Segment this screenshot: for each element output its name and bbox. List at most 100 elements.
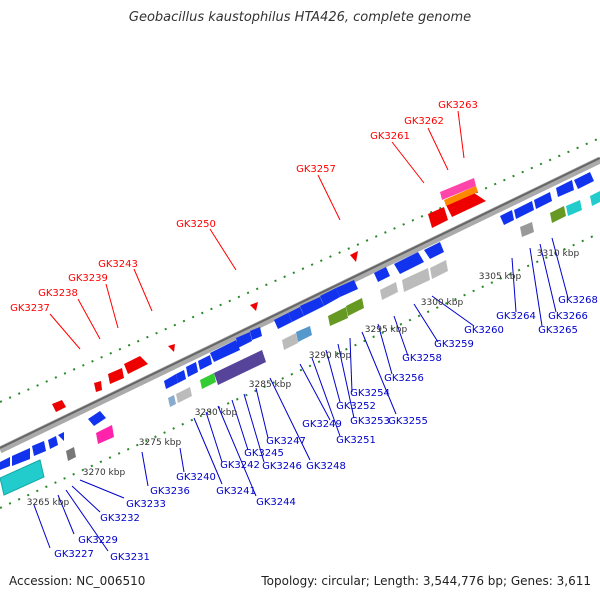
gene-glyph-gk3261b[interactable] [446, 193, 486, 217]
gene-glyph-gk3258[interactable] [374, 267, 390, 282]
gene-label-gk3243[interactable]: GK3243 [98, 259, 138, 270]
forward-gene-glyphs [52, 178, 486, 412]
gene-label-gk3241[interactable]: GK3241 [216, 486, 256, 497]
gene-label-gk3233[interactable]: GK3233 [126, 499, 166, 510]
gene-label-gk3254[interactable]: GK3254 [350, 388, 390, 399]
gene-glyph-gk3231[interactable] [32, 441, 46, 456]
gene-label-gk3246[interactable]: GK3246 [262, 461, 302, 472]
scale-label-3275: 3275 kbp [139, 438, 182, 448]
gene-label-gk3227[interactable]: GK3227 [54, 549, 94, 560]
reverse-leader-lines [33, 237, 569, 552]
gene-label-gk3250[interactable]: GK3250 [176, 219, 216, 230]
gene-label-gk3260[interactable]: GK3260 [464, 325, 504, 336]
grey-gene-e[interactable] [430, 260, 448, 279]
gene-glyph-gk3259[interactable] [394, 252, 424, 274]
gene-glyph-gk3233[interactable] [58, 432, 64, 441]
olive-gene-a[interactable] [328, 307, 348, 326]
olive-gene-c[interactable] [550, 206, 566, 223]
gene-label-gk3265[interactable]: GK3265 [538, 325, 578, 336]
gene-glyph-gk3243b[interactable] [124, 356, 148, 374]
gene-label-gk3261[interactable]: GK3261 [370, 131, 410, 142]
scale-label-3300: 3300 kbp [421, 298, 464, 308]
gene-label-gk3263[interactable]: GK3263 [438, 100, 478, 111]
grey-gene-b[interactable] [282, 333, 298, 350]
gene-label-gk3244[interactable]: GK3244 [256, 497, 296, 508]
gene-glyph-gk3241[interactable] [176, 370, 186, 383]
gene-glyph-gk3229[interactable] [12, 448, 30, 466]
cyan-gene-c[interactable] [590, 191, 600, 206]
gene-glyph-gk3268[interactable] [556, 180, 574, 197]
gene-glyph-gk3262[interactable] [440, 178, 476, 200]
grey-gene-small[interactable] [66, 447, 76, 461]
grey-gene-f[interactable] [520, 222, 534, 237]
gene-label-gk3237[interactable]: GK3237 [10, 303, 50, 314]
scale-label-3310: 3310 kbp [537, 249, 580, 259]
purple-gene-block[interactable] [214, 350, 266, 385]
gene-glyph-gk3242[interactable] [186, 362, 198, 377]
gene-label-gk3257[interactable]: GK3257 [296, 164, 336, 175]
gene-glyph-gk3257[interactable] [350, 251, 358, 262]
gene-glyph-gk3263[interactable] [444, 186, 478, 206]
gene-label-gk3262[interactable]: GK3262 [404, 116, 444, 127]
gene-glyph-gk3266[interactable] [534, 192, 552, 209]
olive-gene-b[interactable] [346, 298, 364, 316]
lightblue-gene-small[interactable] [168, 395, 176, 407]
gene-glyph-gk3243[interactable] [108, 368, 124, 384]
pink-gene[interactable] [96, 425, 114, 444]
grey-gene-d[interactable] [402, 268, 430, 292]
gene-label-gk3268[interactable]: GK3268 [558, 295, 598, 306]
gene-glyph-gk3240[interactable] [164, 374, 178, 389]
grey-gene-a[interactable] [176, 387, 192, 403]
genome-backbone-line [0, 157, 600, 449]
gene-label-gk3236[interactable]: GK3236 [150, 486, 190, 497]
gene-glyph-gk3251[interactable] [288, 307, 304, 322]
gene-glyph-gk3257a[interactable] [250, 302, 258, 311]
gene-label-gk3251[interactable]: GK3251 [336, 435, 376, 446]
gene-glyph-gk3265[interactable] [514, 201, 534, 219]
green-gene[interactable] [200, 373, 216, 389]
gene-label-gk3231[interactable]: GK3231 [110, 552, 150, 563]
gene-label-gk3258[interactable]: GK3258 [402, 353, 442, 364]
gene-label-gk3249[interactable]: GK3249 [302, 419, 342, 430]
forward-leader-lines [49, 110, 465, 350]
steelblue-gene[interactable] [296, 326, 312, 342]
gene-label-gk3264[interactable]: GK3264 [496, 311, 536, 322]
gene-glyph-gk3246[interactable] [236, 332, 252, 348]
gene-glyph-gk3244[interactable] [198, 355, 212, 370]
gene-glyph-gk3245[interactable] [210, 340, 240, 362]
gene-glyph-gk3236[interactable] [88, 411, 106, 426]
gene-glyph-gk3260[interactable] [424, 242, 444, 259]
gene-label-gk3255[interactable]: GK3255 [388, 416, 428, 427]
gene-glyph-gk3227[interactable] [0, 457, 10, 470]
gene-label-gk3239[interactable]: GK3239 [68, 273, 108, 284]
gene-glyph-gk3232[interactable] [48, 436, 58, 449]
gene-label-gk3245[interactable]: GK3245 [244, 448, 284, 459]
gene-glyph-gk3261[interactable] [428, 207, 448, 228]
gene-label-gk3259[interactable]: GK3259 [434, 339, 474, 350]
gene-glyph-gk3239[interactable] [94, 381, 102, 392]
gene-glyph-gk3253[interactable] [320, 288, 340, 306]
gene-glyph-gk3250[interactable] [168, 344, 175, 352]
gene-label-gk3252[interactable]: GK3252 [336, 401, 376, 412]
gene-label-gk3253[interactable]: GK3253 [350, 416, 390, 427]
gene-label-gk3256[interactable]: GK3256 [384, 373, 424, 384]
gene-label-gk3240[interactable]: GK3240 [176, 472, 216, 483]
scale-label-3305: 3305 kbp [479, 272, 522, 282]
gene-glyph-gk3268b[interactable] [574, 172, 594, 189]
gene-label-gk3232[interactable]: GK3232 [100, 513, 140, 524]
cyan-gene-b[interactable] [566, 200, 582, 216]
gene-glyph-gk3249[interactable] [274, 313, 292, 329]
gene-glyph-gk3254[interactable] [336, 280, 358, 297]
gene-label-gk3266[interactable]: GK3266 [548, 311, 588, 322]
gene-label-gk3242[interactable]: GK3242 [220, 460, 260, 471]
gene-label-gk3238[interactable]: GK3238 [38, 288, 78, 299]
gene-label-gk3247[interactable]: GK3247 [266, 436, 306, 447]
grey-gene-c[interactable] [380, 282, 398, 300]
cyan-gene-block[interactable] [0, 459, 45, 496]
gene-label-gk3229[interactable]: GK3229 [78, 535, 118, 546]
gene-glyph-gk3237[interactable] [52, 400, 66, 412]
gene-label-gk3248[interactable]: GK3248 [306, 461, 346, 472]
gene-glyph-gk3252[interactable] [300, 297, 324, 316]
gene-glyph-gk3247[interactable] [250, 327, 262, 340]
gene-glyph-gk3264[interactable] [500, 210, 514, 225]
